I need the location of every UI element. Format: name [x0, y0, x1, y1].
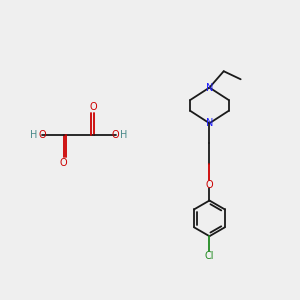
Text: O: O	[90, 102, 97, 112]
Text: Cl: Cl	[205, 251, 214, 261]
Text: H: H	[30, 130, 37, 140]
Text: O: O	[111, 130, 119, 140]
Text: O: O	[38, 130, 46, 140]
Text: N: N	[206, 82, 213, 93]
Text: O: O	[206, 180, 213, 190]
Text: N: N	[206, 118, 213, 128]
Text: O: O	[60, 158, 68, 168]
Text: H: H	[120, 130, 128, 140]
